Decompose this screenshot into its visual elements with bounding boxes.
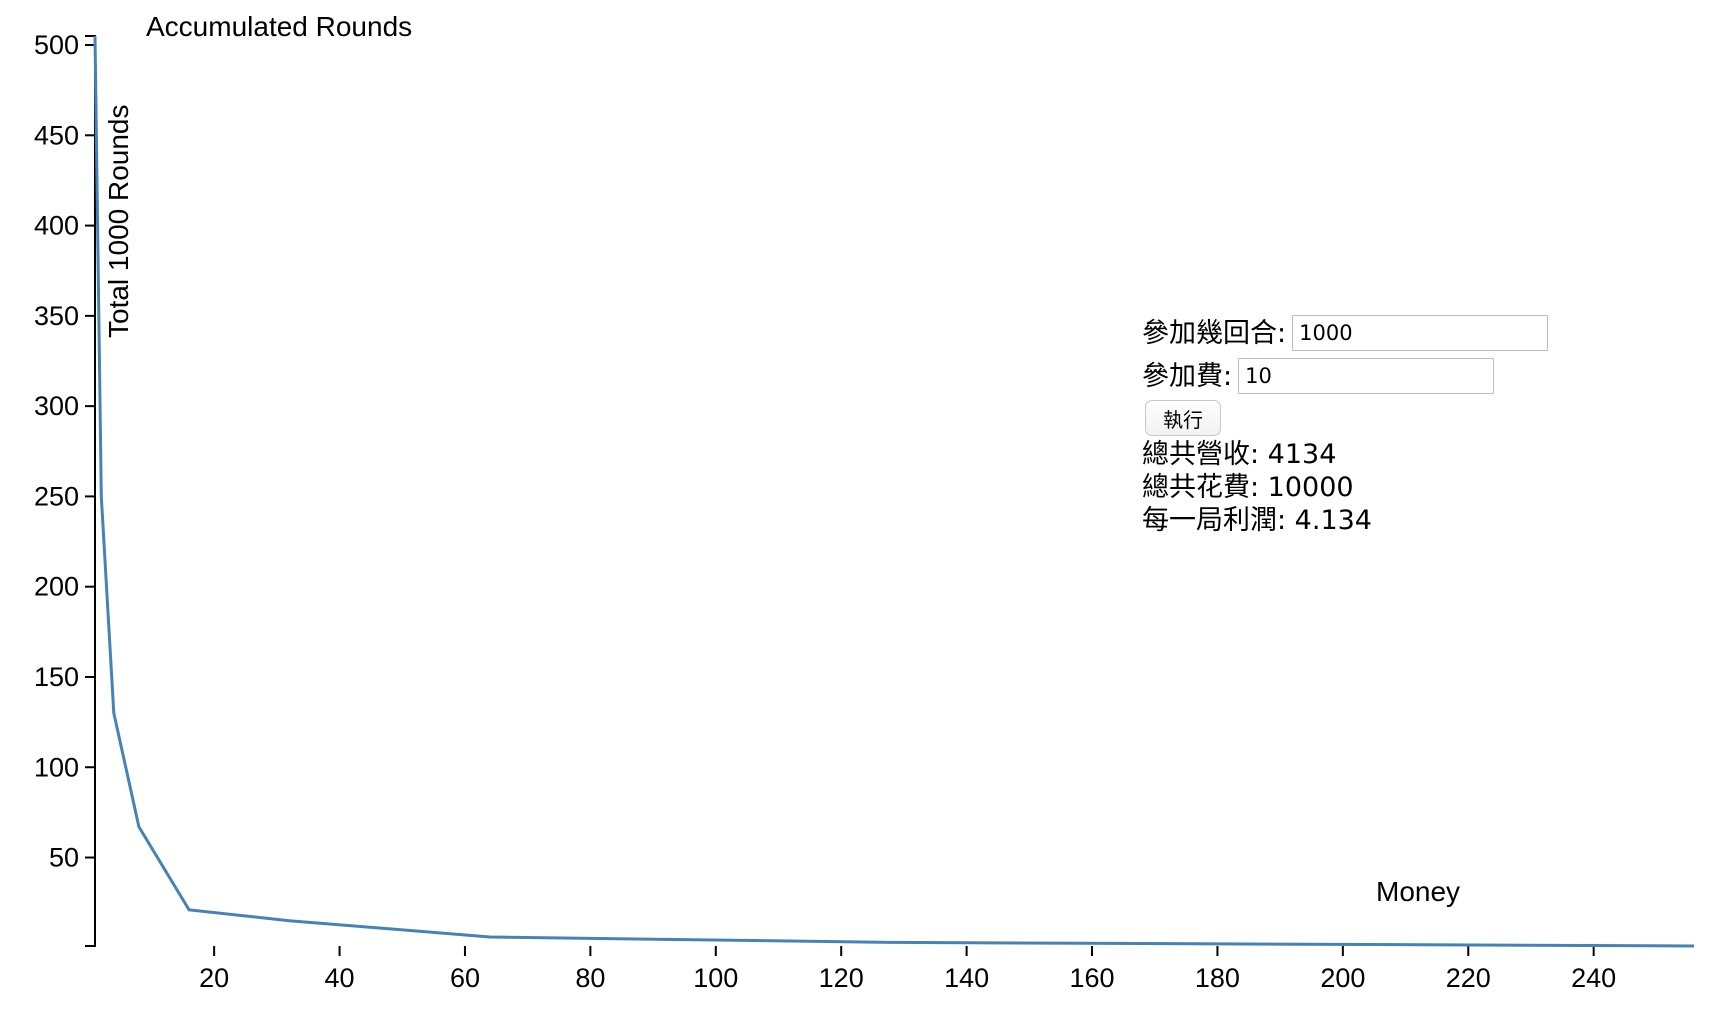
total-revenue-text: 總共營收: 4134 <box>1142 439 1337 470</box>
x-tick-label: 180 <box>1195 963 1240 993</box>
x-axis: 20 40 60 80 100 120 140 160 180 200 220 240 <box>199 946 1616 993</box>
y-tick-label: 200 <box>34 572 79 602</box>
x-tick-label: 80 <box>575 963 605 993</box>
x-tick-label: 20 <box>199 963 229 993</box>
run-button[interactable]: 執行 <box>1145 400 1221 436</box>
results: 總共營收: 4134 總共花費: 10000 每一局利潤: 4.134 <box>1142 438 1662 537</box>
chart-title: Accumulated Rounds <box>146 11 412 42</box>
y-tick-label: 100 <box>34 752 79 782</box>
x-tick-label: 240 <box>1571 963 1616 993</box>
x-tick-label: 40 <box>325 963 355 993</box>
x-tick-label: 200 <box>1320 963 1365 993</box>
rounds-input[interactable] <box>1292 315 1549 351</box>
series-layer <box>93 35 1695 948</box>
y-axis: 50 100 150 200 250 300 350 400 450 500 <box>34 30 96 947</box>
y-axis-label: Total 1000 Rounds <box>103 104 134 338</box>
profit-per-round-text: 每一局利潤: 4.134 <box>1142 505 1372 536</box>
x-tick-label: 220 <box>1446 963 1491 993</box>
rounds-row: 參加幾回合: <box>1142 312 1662 354</box>
fee-label: 參加費: <box>1142 360 1233 392</box>
x-tick-label: 60 <box>450 963 480 993</box>
x-tick-label: 140 <box>944 963 989 993</box>
y-tick-label: 150 <box>34 662 79 692</box>
fee-row: 參加費: <box>1142 355 1662 397</box>
rounds-label: 參加幾回合: <box>1142 317 1287 349</box>
x-tick-label: 120 <box>819 963 864 993</box>
y-tick-label: 450 <box>34 120 79 150</box>
x-tick-label: 100 <box>693 963 738 993</box>
x-axis-label: Money <box>1376 876 1460 907</box>
series-line <box>93 35 1695 948</box>
fee-input[interactable] <box>1238 358 1495 394</box>
control-panel: 參加幾回合: 參加費: 執行 總共營收: 4134 總共花費: 10000 每一… <box>1142 312 1662 537</box>
y-tick-label: 300 <box>34 391 79 421</box>
x-tick-label: 160 <box>1069 963 1114 993</box>
y-tick-label: 250 <box>34 481 79 511</box>
y-tick-label: 500 <box>34 30 79 60</box>
y-tick-label: 400 <box>34 211 79 241</box>
total-cost-text: 總共花費: 10000 <box>1142 472 1354 503</box>
y-tick-label: 50 <box>49 843 79 873</box>
y-axis-line <box>85 35 96 947</box>
y-tick-label: 350 <box>34 301 79 331</box>
